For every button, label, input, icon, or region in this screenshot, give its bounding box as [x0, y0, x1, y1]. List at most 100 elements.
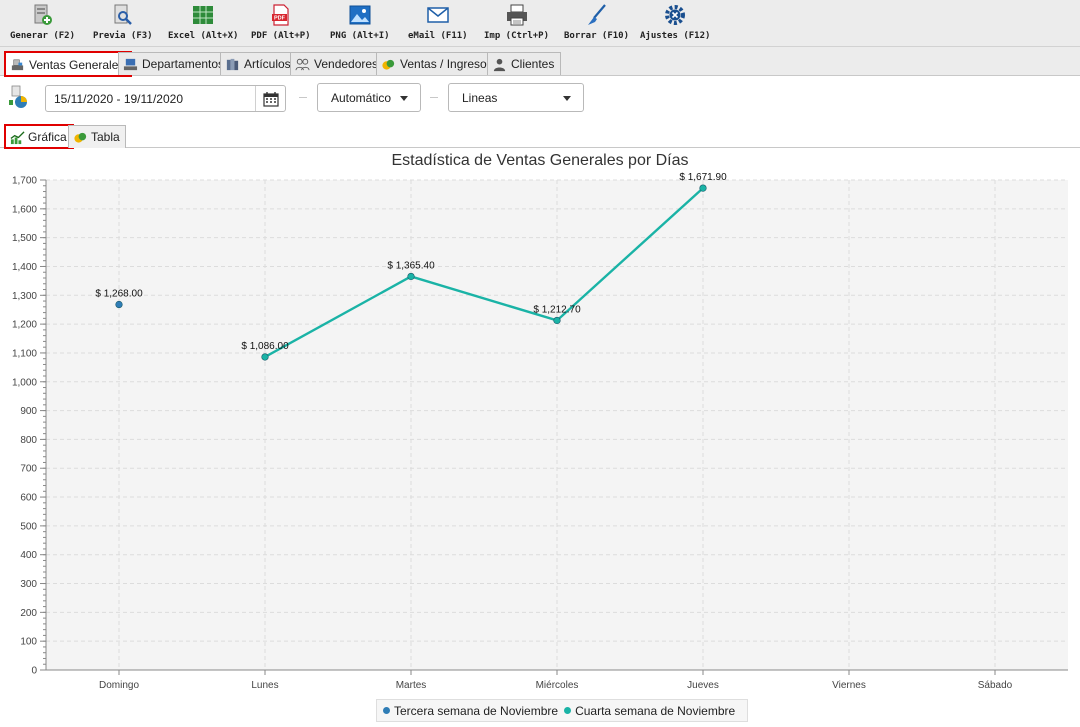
cash-register-icon [11, 59, 24, 71]
y-tick-label: 900 [20, 406, 37, 417]
y-tick-label: 1,300 [12, 291, 37, 302]
data-point [115, 300, 123, 309]
data-point [261, 353, 269, 361]
y-tick-label: 1,500 [12, 233, 37, 244]
y-tick-label: 1,400 [12, 262, 37, 273]
y-tick-label: 200 [20, 608, 37, 619]
chart-style-value: Lineas [462, 90, 498, 105]
clear-label: Borrar (F10) [564, 31, 630, 41]
y-tick-label: 100 [20, 637, 37, 648]
tab-articulos[interactable]: Artículos [220, 52, 298, 75]
data-point [553, 316, 561, 325]
series-line [264, 187, 704, 359]
money-bag-icon [382, 59, 395, 70]
generate-icon [34, 4, 52, 25]
legend-label: Cuarta semana de Noviembre [575, 703, 736, 718]
tab-label: Ventas / Ingresos [400, 57, 493, 71]
tab-grafica[interactable]: Gráfica [4, 124, 74, 149]
money-table-icon [74, 132, 87, 143]
y-tick-label: 1,000 [12, 377, 37, 388]
chevron-down-icon [400, 96, 408, 101]
preview-button[interactable]: Previa (F3) [93, 3, 153, 45]
legend-item-series-2: Cuarta semana de Noviembre [564, 704, 735, 718]
chart-style-select[interactable]: Lineas [448, 83, 584, 112]
y-tick-label: 600 [20, 493, 37, 504]
broom-icon [587, 4, 606, 25]
interval-select[interactable]: Automático [317, 83, 421, 112]
svg-text:PDF: PDF [274, 16, 286, 22]
legend-label: Tercera semana de Noviembre [394, 703, 559, 718]
legend-marker [564, 707, 572, 714]
preview-label: Previa (F3) [93, 31, 153, 41]
y-tick-label: 1,100 [12, 348, 37, 359]
preview-icon [114, 4, 132, 25]
png-icon [349, 5, 371, 25]
tab-vendedores[interactable]: Vendedores [290, 52, 386, 75]
excel-button[interactable]: Excel (Alt+X) [168, 3, 238, 45]
generate-label: Generar (F2) [10, 31, 76, 41]
client-icon [493, 58, 506, 71]
x-tick-label: Domingo [99, 680, 139, 691]
clear-button[interactable]: Borrar (F10) [564, 3, 629, 45]
data-label: $ 1,212.70 [533, 304, 581, 315]
date-range-field [45, 85, 286, 112]
y-tick-label: 1,600 [12, 204, 37, 215]
x-tick-label: Lunes [251, 680, 278, 691]
tab-ventas-ingresos[interactable]: Ventas / Ingresos [376, 52, 500, 75]
x-tick-label: Sábado [978, 680, 1013, 691]
pdf-icon: PDF [271, 4, 289, 26]
line-chart-icon [10, 130, 25, 144]
chart-title: Estadística de Ventas Generales por Días [391, 152, 689, 169]
y-tick-label: 1,700 [12, 176, 37, 187]
date-range-input[interactable] [46, 91, 252, 106]
separator [299, 97, 307, 98]
y-tick-label: 400 [20, 550, 37, 561]
view-tabs: Gráfica Tabla [0, 123, 1080, 149]
settings-button[interactable]: Ajustes (F12) [640, 3, 710, 45]
printer-icon [506, 4, 527, 26]
departments-icon [123, 58, 138, 70]
y-tick-label: 700 [20, 464, 37, 475]
settings-gear-icon [665, 5, 686, 25]
calendar-button[interactable] [255, 86, 285, 111]
data-point [407, 272, 415, 281]
interval-value: Automático [331, 90, 392, 105]
tab-label: Departamentos [142, 57, 225, 71]
email-label: eMail (F11) [408, 31, 468, 41]
chart-plot: 0 100 200 300 400 500 600 700 800 900 1,000 1,100 1,… [12, 172, 1068, 691]
x-tick-label: Jueves [687, 680, 719, 691]
chevron-down-icon [563, 96, 571, 101]
report-chart-icon [9, 85, 27, 108]
separator [430, 97, 438, 98]
users-icon [295, 58, 310, 70]
filter-bar: Automático Lineas [0, 77, 1080, 123]
y-tick-label: 500 [20, 521, 37, 532]
tab-departamentos[interactable]: Departamentos [118, 52, 232, 75]
tab-ventas-generales[interactable]: Ventas Generales [3, 51, 133, 77]
calendar-icon [262, 91, 279, 107]
tab-tabla[interactable]: Tabla [68, 125, 126, 148]
tab-label: Clientes [511, 57, 555, 71]
tab-label: Tabla [91, 130, 120, 144]
generate-button[interactable]: Generar (F2) [10, 3, 75, 45]
chart-legend: Tercera semana de Noviembre Cuarta seman… [376, 699, 749, 722]
excel-icon [193, 6, 214, 24]
sales-chart: Estadística de Ventas Generales por Días… [0, 149, 1080, 727]
tab-clientes[interactable]: Clientes [487, 52, 562, 75]
png-button[interactable]: PNG (Alt+I) [330, 3, 390, 45]
pdf-button[interactable]: PDF PDF (Alt+P) [251, 3, 311, 45]
data-label: $ 1,365.40 [387, 260, 435, 271]
email-button[interactable]: eMail (F11) [408, 3, 468, 45]
data-label: $ 1,268.00 [95, 289, 143, 300]
toolbar: Generar (F2) Previa (F3) Excel (Alt+X) P… [0, 0, 1080, 47]
legend-item-series-1: Tercera semana de Noviembre [383, 704, 558, 718]
tab-label: Vendedores [314, 57, 379, 71]
data-label: $ 1,671.90 [679, 172, 727, 183]
y-tick-label: 0 [31, 666, 37, 677]
email-icon [427, 7, 449, 23]
print-button[interactable]: Imp (Ctrl+P) [484, 3, 549, 45]
tab-label: Ventas Generales [29, 57, 125, 72]
y-tick-label: 1,200 [12, 320, 37, 331]
excel-label: Excel (Alt+X) [168, 31, 239, 41]
books-icon [226, 58, 239, 70]
